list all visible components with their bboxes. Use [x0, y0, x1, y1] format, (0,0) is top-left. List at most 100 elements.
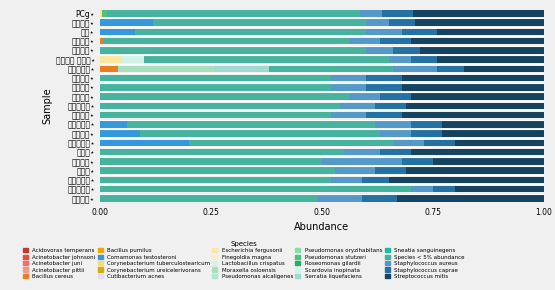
- Bar: [420, 47, 544, 54]
- Bar: [464, 66, 544, 72]
- Bar: [397, 195, 544, 202]
- Bar: [140, 130, 380, 137]
- Bar: [100, 47, 366, 54]
- Bar: [122, 56, 144, 63]
- Bar: [322, 158, 402, 165]
- X-axis label: Abundance: Abundance: [294, 222, 350, 232]
- Bar: [100, 112, 331, 118]
- Bar: [455, 139, 544, 146]
- Legend: Acidovorax temperans, Acinetobacter johnsoni, Acinetobacter juni, Acinetobacter : Acidovorax temperans, Acinetobacter john…: [23, 241, 465, 279]
- Bar: [100, 103, 340, 109]
- Bar: [380, 149, 411, 155]
- Bar: [331, 177, 362, 183]
- Bar: [360, 10, 382, 17]
- Bar: [382, 10, 413, 17]
- Bar: [269, 66, 393, 72]
- Bar: [100, 195, 317, 202]
- Bar: [189, 139, 393, 146]
- Bar: [380, 93, 411, 100]
- Bar: [317, 195, 362, 202]
- Bar: [406, 167, 544, 174]
- Bar: [127, 121, 375, 128]
- Bar: [411, 186, 433, 193]
- Bar: [100, 177, 331, 183]
- Bar: [331, 84, 366, 91]
- Bar: [366, 112, 402, 118]
- Bar: [415, 19, 544, 26]
- Bar: [402, 75, 544, 81]
- Bar: [215, 66, 269, 72]
- Bar: [100, 19, 153, 26]
- Y-axis label: Sample: Sample: [43, 88, 53, 124]
- Bar: [335, 167, 375, 174]
- Bar: [402, 28, 437, 35]
- Bar: [411, 130, 442, 137]
- Bar: [100, 139, 189, 146]
- Bar: [366, 28, 402, 35]
- Bar: [388, 56, 411, 63]
- Bar: [411, 56, 437, 63]
- Bar: [100, 84, 331, 91]
- Bar: [107, 10, 360, 17]
- Bar: [402, 84, 544, 91]
- Bar: [100, 75, 331, 81]
- Bar: [411, 149, 544, 155]
- Bar: [411, 121, 442, 128]
- Bar: [340, 103, 375, 109]
- Bar: [388, 177, 544, 183]
- Bar: [406, 103, 544, 109]
- Bar: [100, 56, 122, 63]
- Bar: [375, 167, 406, 174]
- Bar: [100, 167, 335, 174]
- Bar: [100, 66, 118, 72]
- Bar: [100, 186, 411, 193]
- Bar: [388, 19, 415, 26]
- Bar: [100, 121, 127, 128]
- Bar: [153, 19, 366, 26]
- Bar: [104, 38, 349, 44]
- Bar: [344, 149, 380, 155]
- Bar: [366, 47, 393, 54]
- Bar: [135, 28, 366, 35]
- Bar: [413, 10, 544, 17]
- Bar: [100, 158, 322, 165]
- Bar: [331, 112, 366, 118]
- Bar: [411, 38, 544, 44]
- Bar: [393, 66, 437, 72]
- Bar: [380, 130, 411, 137]
- Bar: [437, 56, 544, 63]
- Bar: [424, 139, 455, 146]
- Bar: [393, 139, 424, 146]
- Bar: [362, 177, 388, 183]
- Bar: [144, 56, 388, 63]
- Bar: [349, 93, 380, 100]
- Bar: [100, 149, 344, 155]
- Bar: [100, 10, 102, 17]
- Bar: [437, 66, 464, 72]
- Bar: [102, 10, 107, 17]
- Bar: [331, 75, 366, 81]
- Bar: [433, 186, 455, 193]
- Bar: [362, 195, 397, 202]
- Bar: [100, 130, 140, 137]
- Bar: [100, 93, 349, 100]
- Bar: [100, 38, 104, 44]
- Bar: [393, 47, 420, 54]
- Bar: [375, 103, 406, 109]
- Bar: [402, 158, 433, 165]
- Bar: [366, 84, 402, 91]
- Bar: [411, 93, 544, 100]
- Bar: [442, 130, 544, 137]
- Bar: [442, 121, 544, 128]
- Bar: [433, 158, 544, 165]
- Bar: [118, 66, 215, 72]
- Bar: [375, 121, 411, 128]
- Bar: [437, 28, 544, 35]
- Bar: [402, 112, 544, 118]
- Bar: [366, 75, 402, 81]
- Bar: [455, 186, 544, 193]
- Bar: [349, 38, 380, 44]
- Bar: [100, 28, 135, 35]
- Bar: [366, 19, 388, 26]
- Bar: [380, 38, 411, 44]
